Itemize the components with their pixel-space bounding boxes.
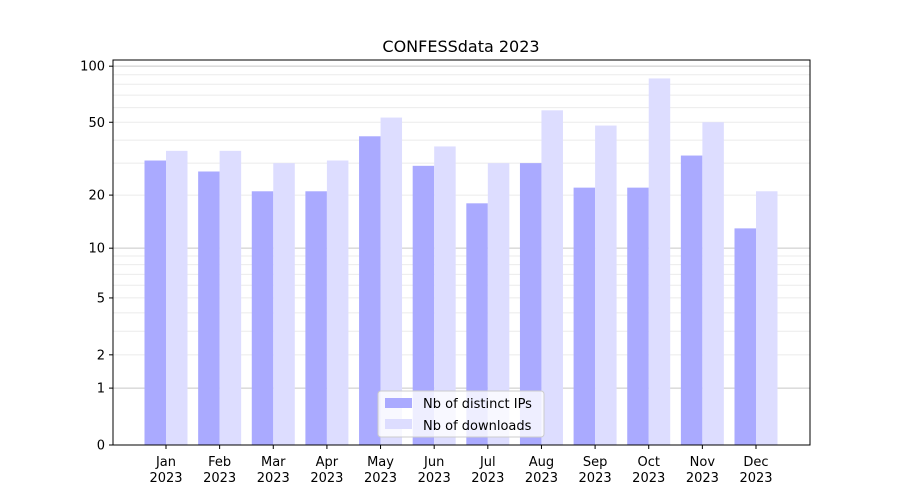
x-tick-label: Nov 2023 xyxy=(686,455,719,486)
bar-downloads xyxy=(648,78,671,446)
bar-distinct-ips xyxy=(305,191,327,445)
legend-label-ips: Nb of distinct IPs xyxy=(423,397,532,412)
legend-swatch-downloads xyxy=(385,419,412,429)
legend-swatch-ips xyxy=(385,398,412,408)
bar-downloads xyxy=(434,146,456,445)
y-tick-label: 1 xyxy=(97,382,105,397)
y-tick-label: 10 xyxy=(88,242,105,257)
chart-title: CONFESSdata 2023 xyxy=(382,37,539,56)
x-tick-label: Apr 2023 xyxy=(310,455,343,486)
bar-downloads xyxy=(380,117,403,445)
bar-distinct-ips xyxy=(519,163,542,446)
x-tick-label: Oct 2023 xyxy=(632,455,665,486)
x-tick-label: May 2023 xyxy=(364,455,397,486)
y-axis: 0 1 2 5 10 20 50 100 xyxy=(80,60,113,454)
bar-downloads xyxy=(487,163,510,446)
bar-downloads xyxy=(595,125,617,445)
legend: Nb of distinct IPs Nb of downloads xyxy=(377,390,545,438)
x-tick-label: Feb 2023 xyxy=(203,455,236,486)
y-tick-label: 50 xyxy=(88,116,105,131)
bar-distinct-ips xyxy=(412,165,435,445)
y-tick-label: 100 xyxy=(80,60,105,75)
bar-downloads xyxy=(166,150,188,445)
plot-frame xyxy=(112,59,811,446)
x-tick-label: Dec 2023 xyxy=(739,455,772,486)
bars xyxy=(144,78,778,446)
x-axis: Jan 2023 Feb 2023 Mar 2023 Apr 2023 May 2023 Jun 20… xyxy=(149,445,773,486)
bar-downloads xyxy=(219,150,242,445)
bar-distinct-ips xyxy=(359,136,381,445)
bar-downloads xyxy=(273,163,295,446)
bar-downloads xyxy=(756,191,778,445)
bar-distinct-ips xyxy=(144,160,166,445)
bar-downloads xyxy=(702,122,724,446)
y-tick-label: 0 xyxy=(97,439,105,454)
bar-distinct-ips xyxy=(198,171,220,446)
bar-distinct-ips xyxy=(680,155,703,446)
bar-distinct-ips xyxy=(734,228,756,445)
x-tick-label: Aug 2023 xyxy=(525,455,558,486)
bar-distinct-ips xyxy=(573,187,596,446)
bar-distinct-ips xyxy=(627,187,649,446)
legend-label-downloads: Nb of downloads xyxy=(423,419,532,434)
x-tick-label: Sep 2023 xyxy=(579,455,612,486)
x-tick-label: Mar 2023 xyxy=(257,455,290,486)
bar-distinct-ips xyxy=(251,191,274,445)
x-tick-label: Jan 2023 xyxy=(149,455,182,486)
bar-distinct-ips xyxy=(466,203,488,445)
y-tick-label: 2 xyxy=(97,348,105,363)
y-tick-label: 5 xyxy=(97,291,105,306)
y-tick-label: 20 xyxy=(88,189,105,204)
x-tick-label: Jul 2023 xyxy=(471,455,504,486)
bar-downloads xyxy=(541,110,563,446)
x-tick-label: Jun 2023 xyxy=(418,455,451,486)
bar-downloads xyxy=(326,160,349,445)
